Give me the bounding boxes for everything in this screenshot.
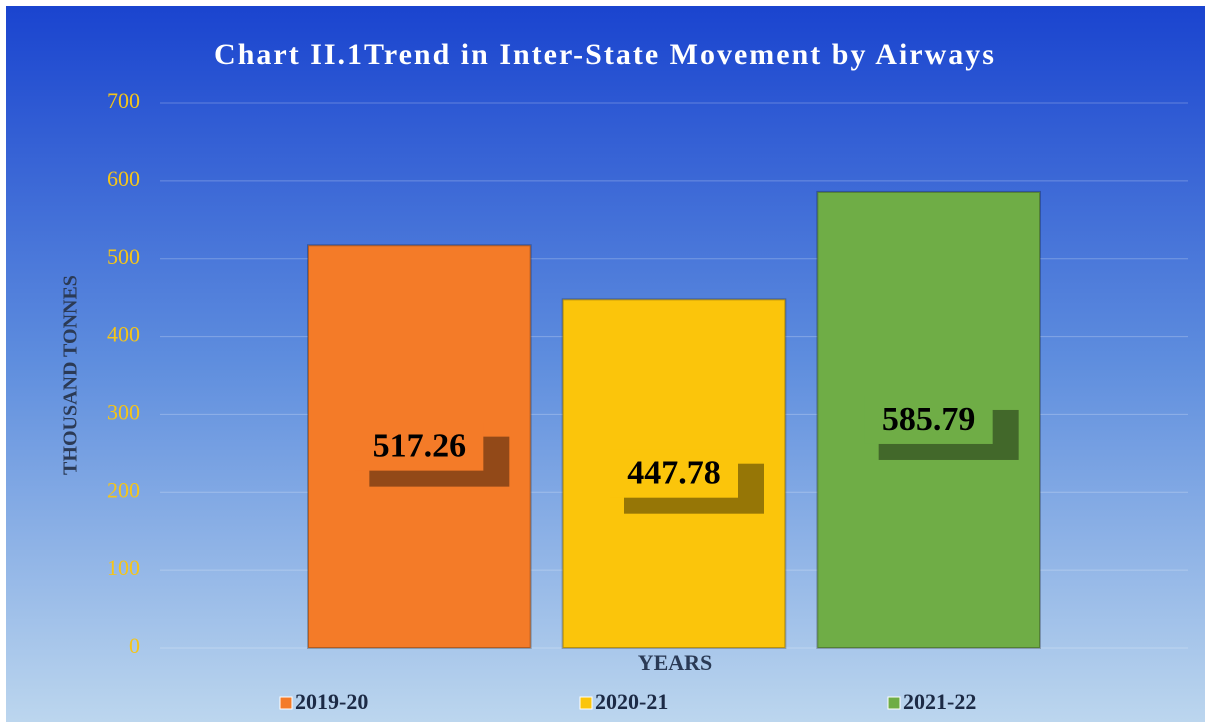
y-tick-label: 600 bbox=[107, 166, 140, 191]
y-tick-label: 400 bbox=[107, 322, 140, 347]
y-tick-label: 0 bbox=[129, 633, 140, 658]
legend-label: 2019-20 bbox=[295, 689, 368, 714]
y-axis-label: THOUSAND TONNES bbox=[60, 275, 82, 475]
y-tick-label: 500 bbox=[107, 244, 140, 269]
legend-swatch bbox=[279, 696, 293, 710]
data-label: 447.78 bbox=[627, 454, 721, 491]
y-tick-label: 200 bbox=[107, 477, 140, 502]
data-label-box bbox=[610, 449, 738, 498]
legend-label: 2020-21 bbox=[595, 689, 668, 714]
legend-swatch bbox=[579, 696, 593, 710]
legend-label: 2021-22 bbox=[903, 689, 976, 714]
data-label: 585.79 bbox=[882, 401, 976, 438]
y-tick-label: 100 bbox=[107, 555, 140, 580]
y-tick-label: 700 bbox=[107, 88, 140, 113]
chart-title: Chart II.1Trend in Inter-State Movement … bbox=[214, 38, 996, 71]
y-tick-label: 300 bbox=[107, 399, 140, 424]
legend-swatch bbox=[887, 696, 901, 710]
data-label: 517.26 bbox=[373, 427, 467, 464]
x-axis-label: YEARS bbox=[638, 650, 713, 675]
data-label-box bbox=[355, 422, 484, 471]
data-label-box bbox=[864, 395, 993, 444]
